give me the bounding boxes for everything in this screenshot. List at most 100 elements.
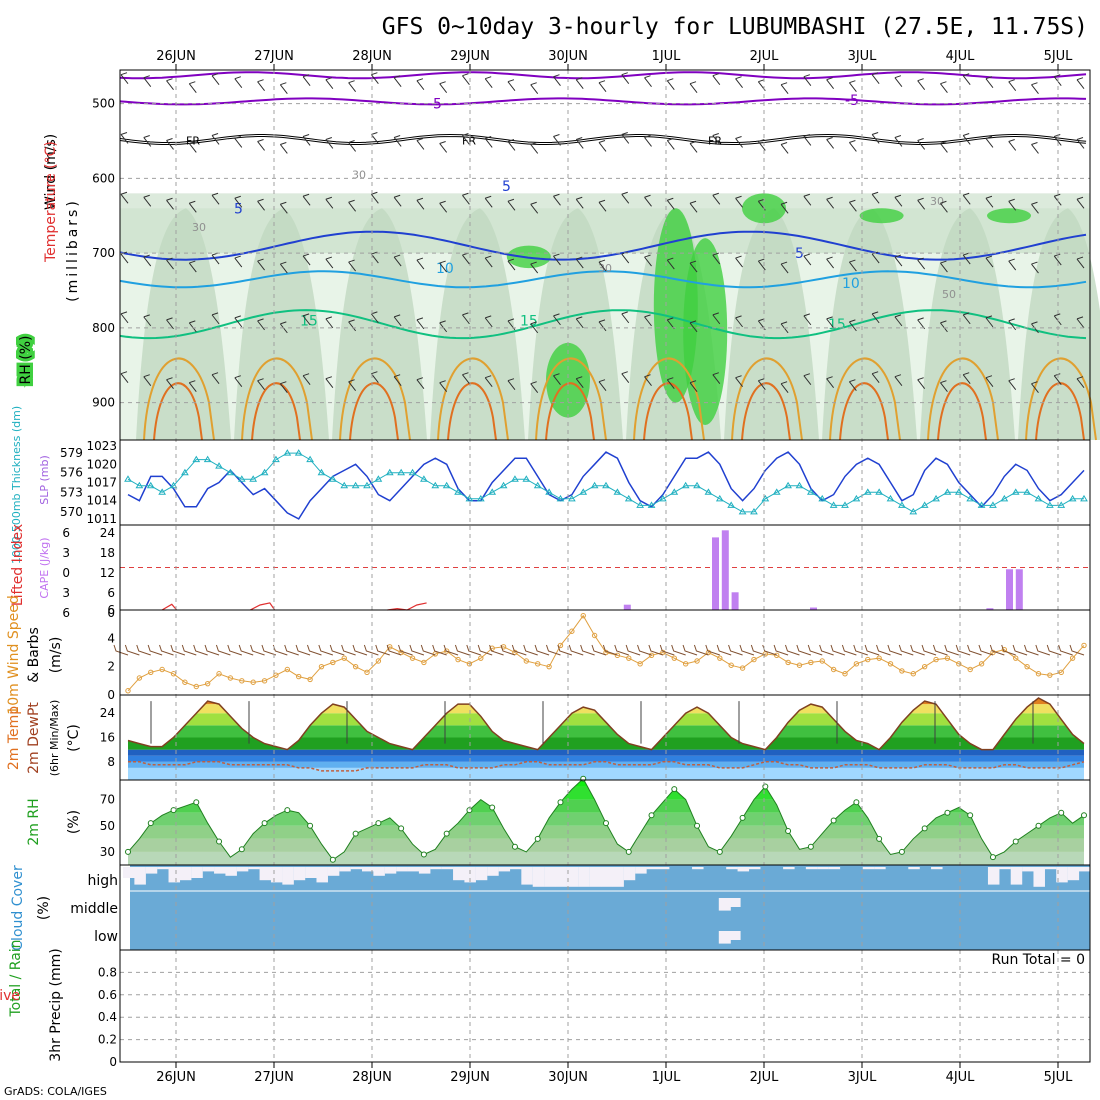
precip-tick-label: 0.4 [98, 1010, 117, 1024]
wind-barb-10m [693, 644, 709, 656]
ylabel-cloud: Cloud Cover [10, 865, 26, 951]
dewpoint-line [128, 761, 1085, 772]
wind-speed-marker [865, 656, 871, 663]
date-label-top: 29JUN [450, 49, 490, 64]
thickness-tick-label: 576 [60, 466, 83, 480]
wind-speed-marker [1058, 669, 1064, 676]
thickness-marker [590, 481, 599, 489]
wind-barb [279, 142, 288, 154]
thickness-marker [454, 488, 462, 495]
wind-speed-marker [227, 675, 234, 681]
wind-barb [621, 132, 630, 144]
wind-barb [735, 136, 743, 148]
wind-barb [1031, 381, 1039, 393]
temp-band [128, 704, 1084, 714]
wind-speed-marker [933, 656, 939, 663]
wind-barb [234, 76, 243, 88]
contour-label-rh30: 30 [352, 169, 366, 182]
wind-barb [712, 73, 721, 85]
rh-marker [785, 828, 792, 834]
wind-barb [553, 373, 561, 385]
temp-contour-25 [1035, 382, 1085, 441]
cloud-high-bar [339, 867, 351, 872]
wind-barb [803, 373, 812, 385]
cape-tick-label: 0 [107, 606, 115, 620]
wind-barb [575, 77, 584, 89]
wind-speed-marker [1047, 672, 1053, 678]
temp-contour-25 [839, 382, 889, 441]
wind-speed-marker [250, 679, 256, 685]
wind-tick-label: 0 [107, 688, 115, 702]
wind-barb-10m [557, 644, 573, 656]
wind-barb-10m [580, 644, 595, 656]
contour-label-15: 15 [520, 313, 538, 329]
wind-barb [439, 380, 448, 392]
wind-barb-10m [807, 644, 823, 656]
cloud-high-bar [270, 867, 283, 883]
wind-barb [598, 140, 607, 152]
wind-barb [439, 200, 448, 213]
rh-marker [1012, 838, 1019, 845]
wind-barb-10m [341, 644, 356, 656]
wind-barb-10m [386, 644, 402, 656]
wind-barb [234, 375, 243, 387]
thickness-marker [715, 494, 724, 502]
wind-speed-marker [341, 655, 347, 661]
thickness-marker [215, 462, 223, 469]
pressure-tick-label: 900 [92, 396, 115, 410]
ylabel-precip-convective: Convective [0, 988, 20, 1004]
wind-barb [1008, 79, 1017, 91]
cloud-high-bar [1067, 867, 1080, 881]
wind-barb [257, 139, 265, 151]
rh-marker [739, 814, 746, 821]
cloud-low-bar [718, 931, 731, 944]
wind-barb [871, 191, 880, 204]
wind-barb [962, 73, 971, 85]
precip-tick-label: 0.2 [98, 1033, 117, 1047]
wind-barb [644, 135, 652, 147]
date-label-bottom: 26JUN [156, 1070, 196, 1085]
rh-band [128, 799, 1084, 813]
wind-barb [120, 371, 129, 383]
rh-marker [876, 835, 883, 842]
rh-marker [307, 822, 314, 829]
wind-barb [826, 196, 835, 209]
rh-marker [489, 804, 496, 811]
thickness-marker [647, 501, 656, 508]
wind-barb-10m [1024, 644, 1039, 656]
rh-marker [989, 854, 996, 861]
wind-barb [507, 198, 516, 211]
thickness-marker [977, 501, 986, 508]
wind-speed-marker [796, 662, 803, 668]
wind-barb [211, 192, 220, 205]
wind-barb [575, 137, 584, 149]
wind-barb [462, 73, 470, 85]
thickness-marker [681, 481, 690, 489]
rh-marker [967, 812, 974, 819]
cape-bar [1006, 569, 1013, 610]
wind-barb-10m [602, 644, 618, 656]
wind-barb [393, 135, 402, 147]
wind-barb [143, 75, 152, 87]
rh-tick-label: 50 [100, 819, 115, 833]
wind-speed-marker [785, 659, 791, 666]
rh-marker [603, 820, 609, 827]
wind-barb [666, 377, 675, 389]
cloud-high-bar [168, 867, 181, 883]
rh-marker [398, 825, 405, 832]
wind-barb [325, 77, 334, 89]
date-label-bottom: 28JUN [352, 1070, 392, 1085]
wind-barb [621, 371, 630, 383]
wind-barb [302, 373, 311, 385]
wind-barb [370, 72, 379, 84]
wind-barb [393, 254, 402, 267]
cloud-high-bar [532, 867, 545, 887]
wind-barb [348, 140, 357, 152]
temp-tick-label: 16 [100, 731, 115, 745]
cloud-high-bar [1033, 867, 1045, 887]
wind-barb [666, 257, 675, 270]
wind-barb [120, 311, 129, 324]
cloud-high-bar [282, 867, 294, 885]
wind-barb-10m [967, 644, 982, 656]
wind-barb [188, 200, 197, 213]
